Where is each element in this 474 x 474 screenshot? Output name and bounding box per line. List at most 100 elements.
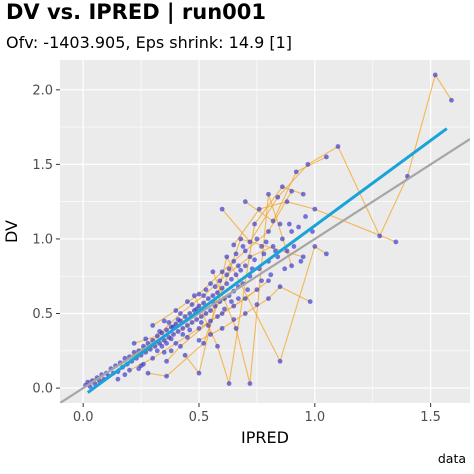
data-point [140,361,146,367]
data-point [323,154,329,160]
data-point [173,340,179,346]
data-point [226,266,232,272]
data-point [377,233,383,239]
data-point [393,239,399,245]
data-point [115,376,121,382]
data-point [229,299,234,304]
data-point [270,218,276,224]
y-axis-title: DV [2,220,21,243]
regression-line [86,127,448,394]
y-tick-label: 2.0 [32,83,53,98]
data-point [300,254,306,260]
data-point [242,199,248,205]
data-point [210,269,216,275]
chart-title: DV vs. IPRED | run001 [6,0,267,24]
data-point [161,318,167,324]
data-point [242,248,248,254]
data-point [196,370,202,376]
data-point [303,214,308,219]
data-point [282,266,288,272]
data-point [219,269,225,275]
data-point [286,221,292,227]
data-point [312,244,318,249]
data-point [164,358,169,364]
major-gridlines [60,60,470,403]
observation-points [83,72,454,389]
x-tick-label: 0.5 [189,410,210,425]
data-point [208,332,213,337]
data-point [298,258,304,264]
data-point [247,239,253,245]
data-point [242,311,248,316]
data-point [224,272,230,278]
data-point [210,293,216,299]
data-point [164,327,169,333]
data-point [323,251,329,257]
data-point [196,337,202,343]
data-point [185,334,190,340]
chart-subtitle: Ofv: -1403.905, Eps shrink: 14.9 [1] [6,33,293,52]
data-point [291,244,297,249]
data-point [252,257,257,263]
data-point [154,348,160,354]
x-tick-label: 0.0 [73,410,94,425]
data-point [432,72,438,78]
y-tick-label: 0.0 [32,382,53,397]
data-point [233,272,239,278]
data-point [284,248,290,254]
data-point [175,329,181,334]
data-point [229,276,234,282]
data-point [201,340,207,346]
data-point [259,244,264,249]
data-point [161,349,167,355]
data-point [263,239,269,245]
data-point [226,381,232,387]
data-point [266,229,271,234]
data-point [189,320,195,325]
data-point [217,278,223,284]
data-point [289,229,295,234]
data-point [171,332,176,337]
data-point [242,263,248,269]
data-point [196,326,202,331]
data-point [284,199,290,205]
data-point [266,278,271,284]
data-point [219,311,225,316]
data-point [233,326,239,331]
x-tick-label: 1.0 [304,410,325,425]
data-point [254,287,260,293]
data-point [231,317,237,322]
data-point [449,97,454,103]
data-point [305,161,311,167]
data-point [235,296,241,302]
data-point [335,144,341,149]
data-point [168,336,174,342]
data-point [235,263,241,269]
data-point [198,320,204,325]
data-point [145,370,151,376]
data-point [219,285,225,291]
data-point [259,278,264,284]
data-point [203,311,209,316]
data-point [150,323,156,328]
data-point [205,296,211,302]
data-point [254,302,260,307]
data-point [312,206,318,212]
data-point [277,221,283,227]
data-point [180,332,186,337]
data-point [208,281,213,287]
data-point [215,343,220,349]
data-point [296,224,301,230]
data-point [277,284,283,290]
data-point [310,229,315,234]
data-point [182,352,188,358]
y-tick-label: 1.5 [32,158,53,173]
data-point [247,254,253,260]
data-point [219,326,225,331]
data-point [187,311,193,316]
identity-line [60,138,470,403]
data-point [182,314,188,319]
data-point [254,236,260,242]
y-tick-label: 0.5 [32,307,53,322]
